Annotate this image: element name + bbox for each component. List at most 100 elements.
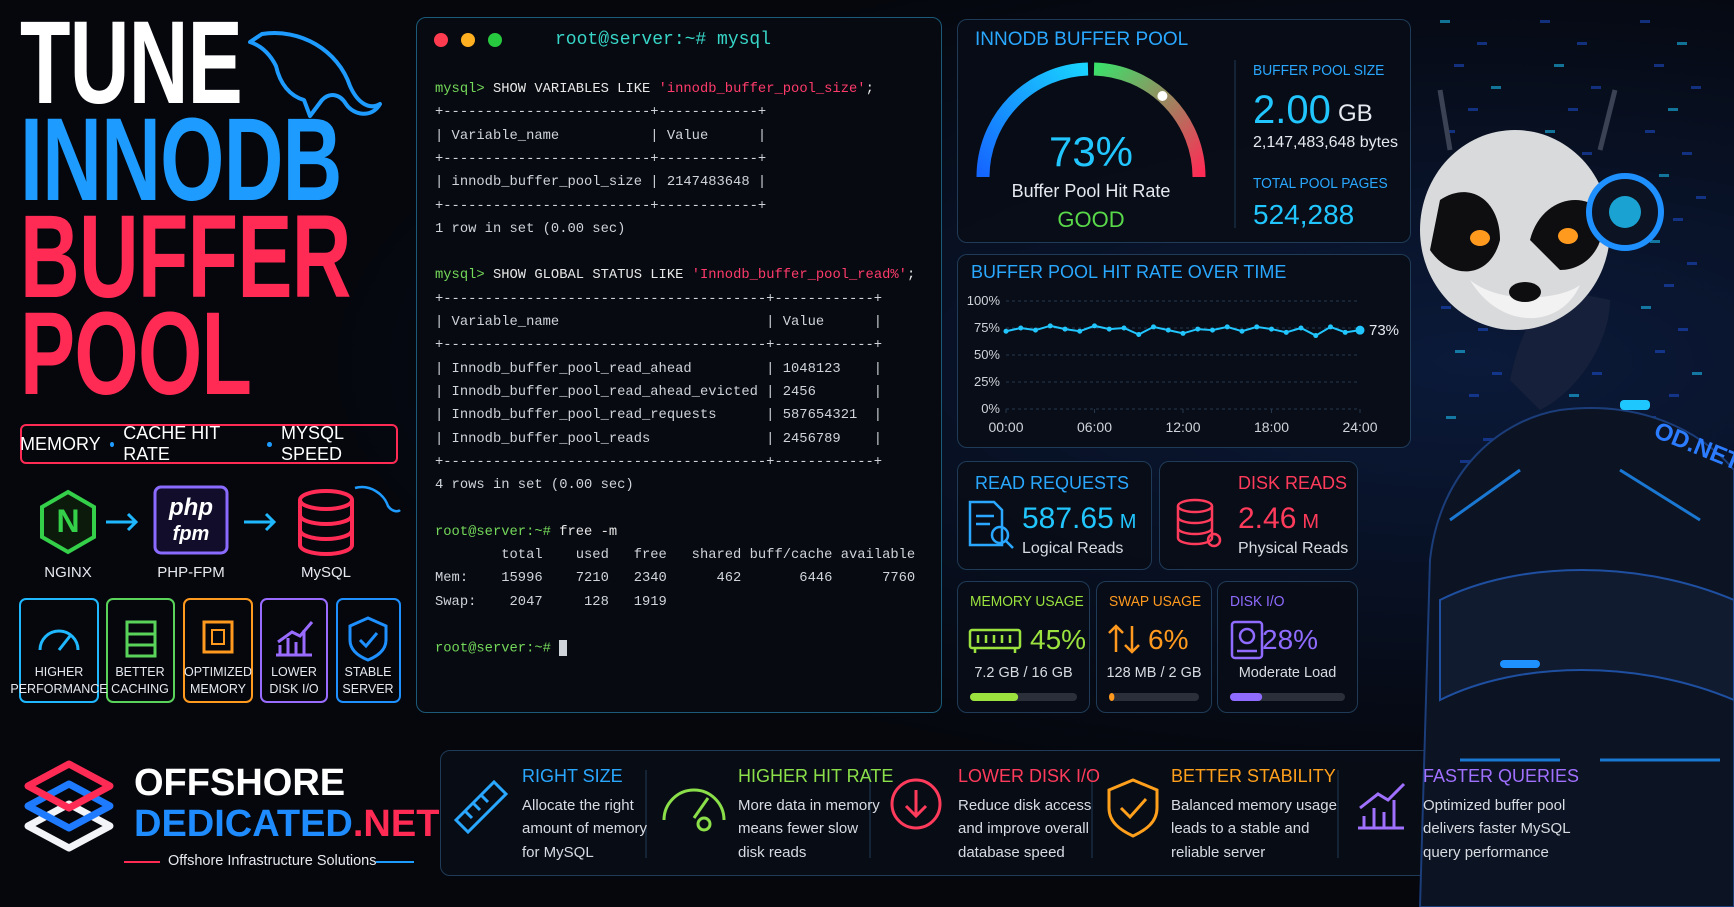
hit-rate-point	[1092, 323, 1097, 329]
rack-light	[1592, 372, 1602, 375]
rack-light	[1554, 64, 1564, 67]
hit-rate-point	[1180, 330, 1186, 336]
rack-light	[1654, 64, 1664, 67]
disk-icon	[1176, 498, 1222, 548]
terminal-cmd: SHOW VARIABLES LIKE	[484, 82, 659, 97]
card-value: 2.46 M	[1238, 501, 1320, 535]
mascot	[1418, 89, 1734, 907]
rack-light	[1445, 130, 1455, 133]
arrow	[244, 512, 277, 532]
rack-light	[1678, 328, 1688, 331]
rack-light	[1655, 350, 1665, 353]
io-icon	[1230, 620, 1264, 660]
terminal-out: | Innodb_buffer_pool_read_ahead_evicted …	[435, 384, 883, 400]
terminal-tail: ;	[865, 82, 874, 97]
hit-rate-point	[1018, 325, 1024, 331]
card-title: DISK I/O	[1230, 592, 1285, 610]
y-tick-label: 50%	[974, 347, 1000, 362]
rack-light	[1545, 130, 1555, 133]
hero-title: INNODB	[20, 94, 342, 227]
gauge-value: 73%	[1048, 127, 1134, 175]
stack-label: PHP-FPM	[157, 563, 225, 581]
terminal-line: +---------------------------------------…	[435, 454, 882, 472]
rack-light	[1492, 372, 1502, 375]
rack-light	[1645, 130, 1655, 133]
benefit-label: PERFORMANCE	[10, 682, 108, 697]
window-dot	[488, 33, 502, 47]
rack-light	[1454, 64, 1464, 67]
terminal-line: +-------------------------+------------+	[435, 198, 766, 216]
stat-title: BUFFER POOL SIZE	[1253, 61, 1385, 79]
y-tick-label: 0%	[981, 401, 1000, 416]
card-title: DISK READS	[1238, 473, 1348, 494]
terminal-out: +---------------------------------------…	[435, 291, 883, 307]
terminal-line: Swap: 2047 128 1919	[435, 594, 667, 612]
usage-bar	[1109, 693, 1115, 701]
terminal-out: +-------------------------+------------+	[435, 151, 767, 167]
x-tick-label: 24:00	[1342, 419, 1377, 435]
chart-title: BUFFER POOL HIT RATE OVER TIME	[971, 262, 1287, 283]
gauge-marker	[1157, 90, 1168, 101]
logo-suffix: .NET	[352, 803, 440, 846]
usage-detail: Moderate Load	[1238, 665, 1337, 682]
x-tick-label: 12:00	[1165, 419, 1200, 435]
logo-tagline: Offshore Infrastructure Solutions	[168, 853, 377, 870]
benefit-label: BETTER	[115, 665, 165, 680]
feature-text: Optimized buffer pool	[1423, 796, 1566, 814]
usage-detail: 7.2 GB / 16 GB	[974, 665, 1073, 682]
terminal-out: | Innodb_buffer_pool_read_requests | 587…	[435, 408, 883, 424]
benefit-label: MEMORY	[189, 682, 247, 697]
hit-rate-point	[1121, 325, 1127, 331]
panel-title: INNODB BUFFER POOL	[975, 28, 1189, 50]
terminal-out: +---------------------------------------…	[435, 454, 883, 470]
php-text: fpm	[172, 523, 210, 545]
separator-dot	[109, 441, 115, 447]
benefit-label: STABLE	[344, 665, 392, 680]
feature-icons	[453, 770, 1406, 858]
feature-text: Balanced memory usage	[1171, 796, 1337, 814]
feature-text: Allocate the right	[522, 796, 634, 814]
card-unit: M	[1302, 510, 1320, 533]
usage-bar	[970, 693, 1019, 701]
hit-rate-point	[1106, 326, 1112, 332]
rack-light	[1477, 42, 1487, 45]
rack-light	[1677, 42, 1687, 45]
hero-title: POOL	[20, 288, 252, 421]
hit-rate-point	[1165, 327, 1171, 333]
rack-light	[1641, 306, 1651, 309]
card-title: SWAP USAGE	[1109, 592, 1202, 610]
terminal-out: +-------------------------+------------+	[435, 105, 767, 121]
hit-rate-point	[1328, 324, 1333, 330]
separator-dot	[267, 441, 273, 447]
terminal-out: +---------------------------------------…	[435, 338, 883, 354]
arrow	[106, 512, 139, 532]
terminal-out: | Innodb_buffer_pool_reads | 2456789 |	[435, 431, 883, 447]
terminal-out: Mem: 15996 7210 2340 462 6446 7760	[435, 571, 916, 587]
feature-text: amount of memory	[522, 820, 648, 838]
terminal-line: Mem: 15996 7210 2340 462 6446 7760	[435, 570, 915, 588]
stat-unit: GB	[1338, 99, 1373, 127]
rack-light	[1568, 108, 1578, 111]
rack-light	[1540, 20, 1550, 23]
benefit-label: SERVER	[342, 682, 394, 697]
terminal-line: 1 row in set (0.00 sec)	[435, 221, 625, 239]
stack-label: NGINX	[44, 563, 92, 581]
feature-text: More data in memory	[738, 796, 880, 814]
terminal-line: | Innodb_buffer_pool_read_ahead | 104812…	[435, 361, 882, 379]
rack-light	[1668, 108, 1678, 111]
rack-light	[1468, 108, 1478, 111]
terminal-cmd: free -m	[550, 524, 618, 540]
tagline: MEMORY CACHE HIT RATE MYSQL SPEED	[20, 423, 398, 464]
feature-title: RIGHT SIZE	[522, 766, 623, 787]
rack-light	[1673, 218, 1683, 221]
rack-light	[1478, 328, 1488, 331]
terminal-line: +---------------------------------------…	[435, 337, 882, 355]
terminal-line: | Innodb_buffer_pool_read_ahead_evicted …	[435, 384, 882, 402]
terminal-out: | Innodb_buffer_pool_read_ahead | 104812…	[435, 361, 883, 377]
benefit-tiles	[19, 598, 401, 703]
hit-rate-point	[1077, 328, 1083, 334]
y-tick-label: 25%	[974, 374, 1000, 389]
card-caption: Physical Reads	[1238, 540, 1349, 558]
y-tick-label: 100%	[967, 293, 1001, 308]
